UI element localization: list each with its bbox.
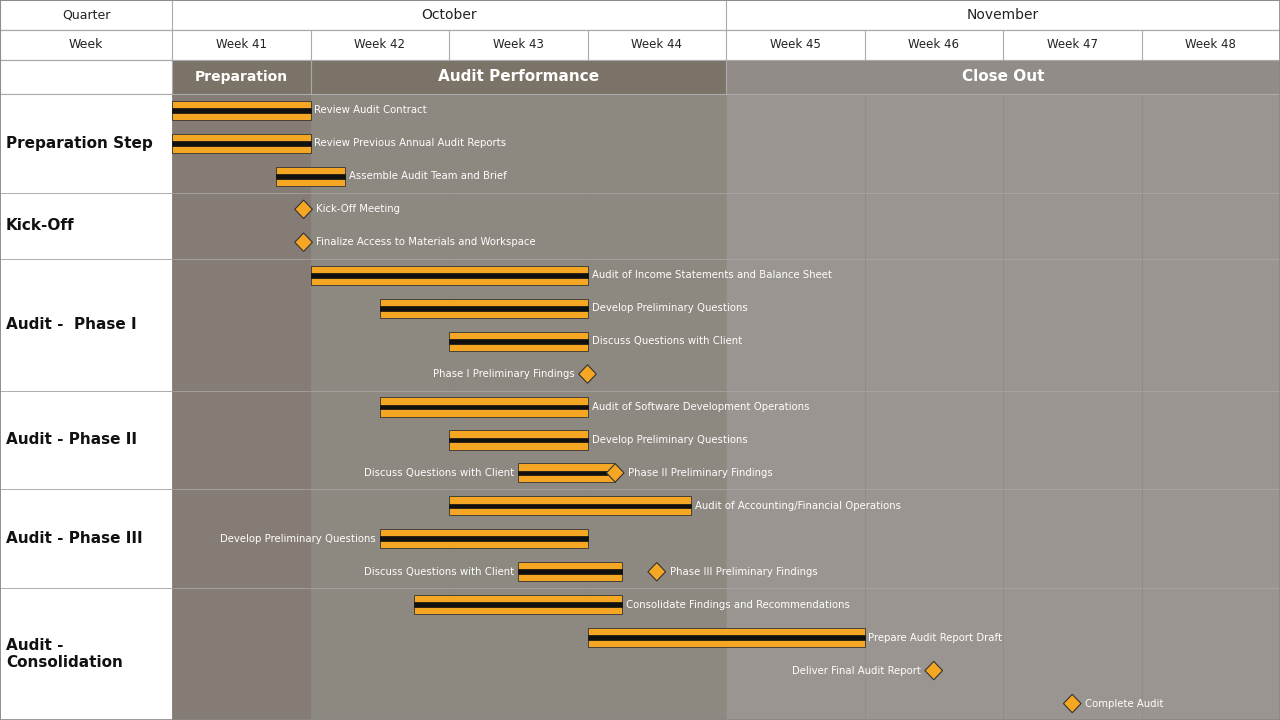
Text: Phase II Preliminary Findings: Phase II Preliminary Findings [628, 468, 773, 478]
Text: Develop Preliminary Questions: Develop Preliminary Questions [591, 435, 748, 445]
FancyBboxPatch shape [726, 390, 1280, 490]
Text: Preparation: Preparation [195, 70, 288, 84]
FancyBboxPatch shape [380, 299, 588, 318]
FancyBboxPatch shape [311, 94, 726, 193]
Text: Audit - Phase II: Audit - Phase II [6, 433, 137, 447]
FancyBboxPatch shape [726, 60, 1280, 94]
FancyBboxPatch shape [726, 94, 1280, 193]
FancyBboxPatch shape [449, 431, 588, 449]
Text: Close Out: Close Out [961, 70, 1044, 84]
FancyBboxPatch shape [172, 141, 311, 146]
FancyBboxPatch shape [311, 390, 726, 490]
FancyBboxPatch shape [311, 490, 726, 588]
FancyBboxPatch shape [380, 529, 588, 549]
Text: Audit Performance: Audit Performance [438, 70, 599, 84]
Text: November: November [966, 8, 1039, 22]
FancyBboxPatch shape [726, 490, 1280, 588]
FancyBboxPatch shape [726, 588, 1280, 720]
FancyBboxPatch shape [172, 60, 311, 94]
FancyBboxPatch shape [726, 193, 1280, 258]
Text: Deliver Final Audit Report: Deliver Final Audit Report [792, 665, 920, 675]
FancyBboxPatch shape [380, 405, 588, 410]
Text: Complete Audit: Complete Audit [1085, 698, 1164, 708]
Text: Phase III Preliminary Findings: Phase III Preliminary Findings [669, 567, 818, 577]
FancyBboxPatch shape [0, 0, 1280, 30]
FancyBboxPatch shape [0, 588, 172, 720]
Text: Prepare Audit Report Draft: Prepare Audit Report Draft [869, 633, 1002, 643]
FancyBboxPatch shape [415, 595, 622, 614]
Text: Week 45: Week 45 [769, 38, 820, 52]
Text: Audit - Phase III: Audit - Phase III [6, 531, 142, 546]
Polygon shape [294, 233, 312, 251]
Polygon shape [579, 365, 596, 383]
FancyBboxPatch shape [449, 438, 588, 442]
Text: Week 46: Week 46 [909, 38, 959, 52]
FancyBboxPatch shape [588, 635, 864, 640]
Text: Assemble Audit Team and Brief: Assemble Audit Team and Brief [349, 171, 507, 181]
Polygon shape [607, 464, 625, 482]
Text: Discuss Questions with Client: Discuss Questions with Client [591, 336, 741, 346]
FancyBboxPatch shape [380, 397, 588, 417]
FancyBboxPatch shape [449, 496, 691, 516]
FancyBboxPatch shape [172, 490, 311, 588]
Text: Discuss Questions with Client: Discuss Questions with Client [364, 468, 515, 478]
Text: Discuss Questions with Client: Discuss Questions with Client [364, 567, 515, 577]
Text: Week 41: Week 41 [216, 38, 266, 52]
FancyBboxPatch shape [449, 503, 691, 508]
Polygon shape [648, 562, 666, 581]
Text: Week 47: Week 47 [1047, 38, 1098, 52]
FancyBboxPatch shape [0, 490, 172, 588]
FancyBboxPatch shape [276, 174, 346, 179]
FancyBboxPatch shape [518, 464, 616, 482]
Text: Audit of Accounting/Financial Operations: Audit of Accounting/Financial Operations [695, 501, 901, 511]
FancyBboxPatch shape [415, 603, 622, 607]
FancyBboxPatch shape [449, 331, 588, 351]
Text: Kick-Off Meeting: Kick-Off Meeting [316, 204, 401, 215]
FancyBboxPatch shape [0, 193, 172, 258]
Text: Audit of Software Development Operations: Audit of Software Development Operations [591, 402, 809, 412]
Text: Consolidate Findings and Recommendations: Consolidate Findings and Recommendations [626, 600, 850, 610]
Polygon shape [925, 662, 942, 680]
FancyBboxPatch shape [172, 108, 311, 113]
Text: Week 43: Week 43 [493, 38, 544, 52]
Text: Week 42: Week 42 [355, 38, 406, 52]
FancyBboxPatch shape [0, 30, 1280, 60]
Text: October: October [421, 8, 477, 22]
Text: Audit of Income Statements and Balance Sheet: Audit of Income Statements and Balance S… [591, 270, 832, 280]
FancyBboxPatch shape [449, 339, 588, 343]
FancyBboxPatch shape [0, 94, 172, 193]
FancyBboxPatch shape [380, 306, 588, 310]
Polygon shape [1064, 694, 1082, 713]
FancyBboxPatch shape [311, 266, 588, 285]
FancyBboxPatch shape [311, 193, 726, 258]
Text: Finalize Access to Materials and Workspace: Finalize Access to Materials and Workspa… [316, 238, 536, 247]
FancyBboxPatch shape [172, 390, 311, 490]
FancyBboxPatch shape [172, 193, 311, 258]
FancyBboxPatch shape [518, 471, 616, 475]
Text: Develop Preliminary Questions: Develop Preliminary Questions [591, 303, 748, 313]
Text: Develop Preliminary Questions: Develop Preliminary Questions [220, 534, 376, 544]
FancyBboxPatch shape [172, 134, 311, 153]
FancyBboxPatch shape [172, 588, 311, 720]
FancyBboxPatch shape [311, 258, 726, 390]
Polygon shape [294, 200, 312, 219]
Text: Review Audit Contract: Review Audit Contract [315, 105, 428, 115]
FancyBboxPatch shape [311, 273, 588, 278]
Text: Week 44: Week 44 [631, 38, 682, 52]
FancyBboxPatch shape [726, 258, 1280, 390]
FancyBboxPatch shape [311, 588, 726, 720]
Text: Quarter: Quarter [61, 9, 110, 22]
Text: Audit -
Consolidation: Audit - Consolidation [6, 638, 123, 670]
FancyBboxPatch shape [0, 60, 172, 94]
FancyBboxPatch shape [311, 60, 726, 94]
FancyBboxPatch shape [588, 628, 864, 647]
Text: Kick-Off: Kick-Off [6, 218, 74, 233]
FancyBboxPatch shape [172, 101, 311, 120]
FancyBboxPatch shape [172, 258, 311, 390]
FancyBboxPatch shape [0, 258, 172, 390]
FancyBboxPatch shape [172, 94, 311, 193]
Text: Week 48: Week 48 [1185, 38, 1236, 52]
FancyBboxPatch shape [276, 167, 346, 186]
Text: Phase I Preliminary Findings: Phase I Preliminary Findings [433, 369, 575, 379]
